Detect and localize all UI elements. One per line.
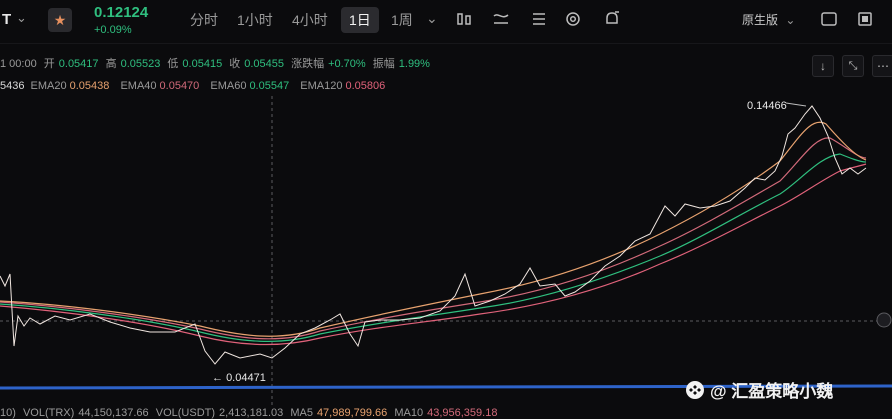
ema60-label: EMA60 [210, 80, 247, 92]
timeframe-tab-1d[interactable]: 1日 [341, 7, 379, 33]
ema120-value: 0.05806 [345, 80, 386, 92]
top-toolbar: T ⌄ ★ 0.12124 +0.09% 分时 1小时 4小时 1日 1周 ⌄ … [0, 0, 892, 44]
high-value: 0.05523 [120, 58, 161, 70]
close-value: 0.05455 [244, 58, 285, 70]
more-button[interactable]: ⋯ [872, 55, 892, 77]
ema40-value: 0.05470 [159, 80, 200, 92]
ema120-label: EMA120 [300, 80, 343, 92]
ema60-value: 0.05547 [249, 80, 290, 92]
indicator-icon[interactable] [492, 10, 510, 28]
binance-logo-icon [686, 380, 704, 399]
ma10-value: 43,956,359.18 [427, 407, 498, 419]
ema20-label: EMA20 [30, 80, 67, 92]
price-line [0, 105, 867, 365]
baseline-line [0, 384, 892, 390]
vol-usdt-label: VOL(USDT) [155, 407, 216, 419]
price-chart[interactable]: 0.14466 ← 0.04471 [0, 96, 892, 407]
timeframe-tab-4h[interactable]: 4小时 [292, 12, 328, 28]
volume-prefix: 10) [0, 407, 16, 419]
window-icon[interactable] [820, 10, 838, 28]
ema40-label: EMA40 [120, 80, 157, 92]
vol-usdt-value: 2,413,181.03 [219, 407, 284, 419]
ohlc-row: 1 00:00 开 0.05417 高 0.05523 低 0.05415 收 0.05… [0, 55, 434, 71]
price-change: +0.09% [94, 24, 132, 36]
symbol-label[interactable]: T [2, 11, 12, 28]
ema-first-value: 5436 [0, 80, 25, 92]
amplitude-value: 1.99% [398, 58, 430, 70]
settings-list-icon[interactable] [530, 10, 548, 28]
price-scale-handle[interactable] [876, 312, 892, 328]
star-icon: ★ [53, 11, 67, 28]
open-value: 0.05417 [58, 58, 99, 70]
ma5-label: MA5 [290, 407, 313, 419]
high-price-marker: 0.14466 [747, 100, 787, 112]
high-label: 高 [105, 58, 117, 70]
gear-icon[interactable] [564, 10, 582, 28]
watermark-text: @ 汇盈策略小魏 [710, 382, 834, 401]
arrow-down-icon: ↓ [820, 59, 826, 73]
ema-legend: 5436 EMA20 0.05438 EMA40 0.05470 EMA60 0.05… [0, 80, 388, 92]
fullscreen-icon[interactable] [856, 10, 874, 28]
last-price: 0.12124 [94, 4, 149, 21]
watermark: @ 汇盈策略小魏 [686, 377, 833, 402]
low-value: 0.05415 [182, 58, 223, 70]
timeframe-tab-intraday[interactable]: 分时 [190, 12, 218, 28]
ema60-line [0, 153, 867, 342]
timeframe-tab-1h[interactable]: 1小时 [237, 12, 273, 28]
open-label: 开 [43, 58, 55, 70]
ma5-value: 47,989,799.66 [316, 407, 388, 419]
collapse-button[interactable]: ⤡ [842, 55, 864, 77]
candle-type-icon[interactable] [455, 10, 473, 28]
timeframe-chevron-down-icon[interactable]: ⌄ [426, 10, 438, 26]
ema20-line [0, 121, 867, 337]
vol-trx-value: 44,150,137.66 [78, 407, 149, 419]
low-price-marker: ← 0.04471 [212, 372, 266, 384]
close-label: 收 [229, 58, 241, 70]
vol-trx-label: VOL(TRX) [22, 407, 75, 419]
candle-date: 1 00:00 [0, 58, 37, 70]
arrow-left-icon: ← [212, 372, 223, 384]
chevron-down-icon: ⌄ [785, 13, 796, 27]
high-marker-arrow [785, 102, 807, 107]
amplitude-label: 振幅 [372, 58, 395, 70]
timeframe-tab-1w[interactable]: 1周 [391, 12, 413, 28]
low-label: 低 [167, 58, 179, 70]
more-icon: ⋯ [877, 59, 889, 73]
volume-legend: 10) VOL(TRX) 44,150,137.66 VOL(USDT) 2,413… [0, 407, 501, 419]
favorite-button[interactable]: ★ [48, 8, 72, 32]
change-value: +0.70% [328, 58, 366, 70]
ma10-label: MA10 [394, 407, 424, 419]
alert-bell-icon[interactable] [603, 10, 621, 28]
version-label: 原生版 [742, 13, 779, 27]
download-button[interactable]: ↓ [812, 55, 834, 77]
version-selector[interactable]: 原生版 ⌄ [742, 11, 795, 28]
low-marker-value: 0.04471 [226, 372, 266, 384]
collapse-icon: ⤡ [848, 60, 858, 72]
chevron-down-icon[interactable]: ⌄ [16, 10, 27, 25]
change-label: 涨跌幅 [291, 58, 325, 70]
ema40-line [0, 137, 867, 340]
ema20-value: 0.05438 [69, 80, 110, 92]
